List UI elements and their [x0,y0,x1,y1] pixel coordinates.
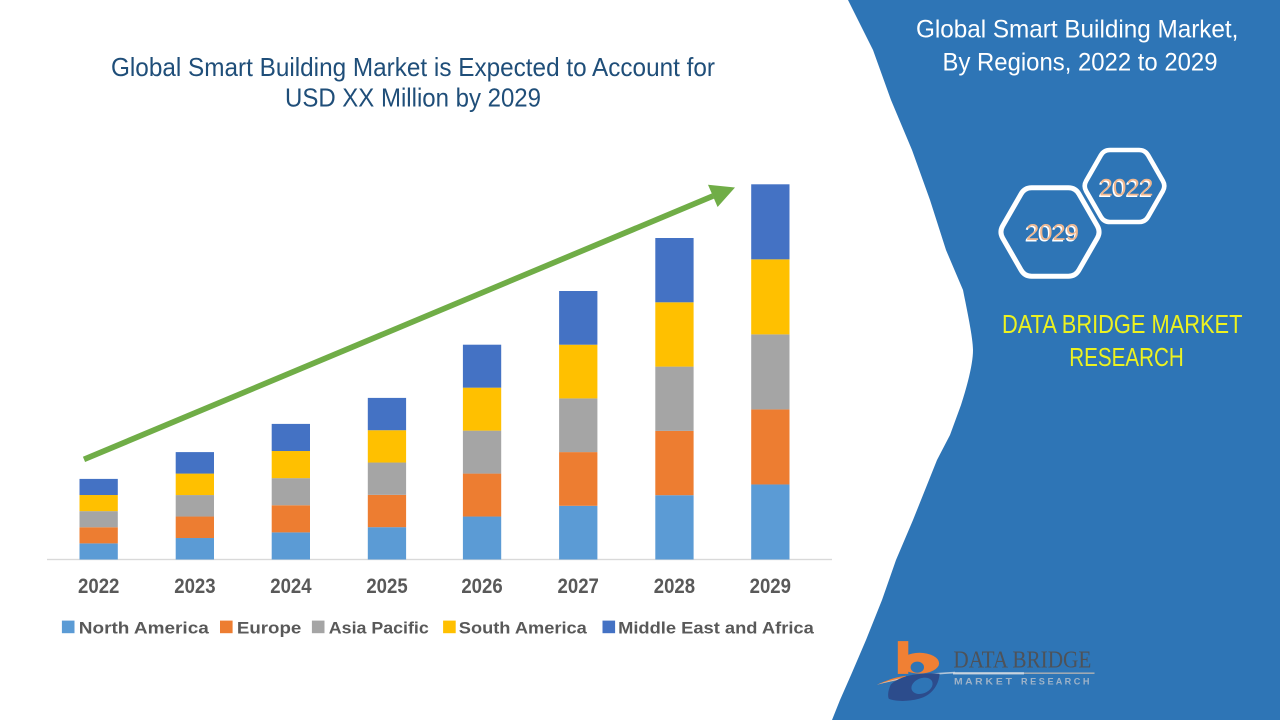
svg-text:USD XX Million by 2029: USD XX Million by 2029 [285,83,541,113]
svg-text:Asia Pacific: Asia Pacific [329,618,429,637]
svg-text:2022: 2022 [1099,175,1153,202]
svg-text:Middle East and Africa: Middle East and Africa [618,618,814,637]
svg-text:2026: 2026 [461,575,502,598]
svg-text:2029: 2029 [1026,219,1079,245]
svg-text:South America: South America [459,618,588,637]
svg-text:M A R K E T: M A R K E T [954,677,1012,688]
svg-text:2022: 2022 [1098,176,1152,203]
svg-text:2023: 2023 [174,575,215,598]
svg-text:2028: 2028 [654,575,696,598]
svg-text:Europe: Europe [237,618,301,637]
svg-text:DATA BRIDGE MARKET: DATA BRIDGE MARKET [1002,309,1243,339]
svg-text:DATA BRIDGE: DATA BRIDGE [953,648,1091,674]
svg-text:Global Smart Building Market,: Global Smart Building Market, [916,16,1239,44]
svg-text:Global Smart Building Market i: Global Smart Building Market is Expected… [111,52,715,82]
svg-text:By Regions, 2022 to 2029: By Regions, 2022 to 2029 [943,48,1218,76]
svg-text:2025: 2025 [366,575,408,598]
svg-text:R E S E A R C H: R E S E A R C H [1021,677,1090,688]
svg-text:2024: 2024 [270,575,312,598]
svg-text:North America: North America [79,618,210,637]
svg-text:2029: 2029 [750,575,791,598]
svg-text:2027: 2027 [558,575,599,598]
svg-text:2029: 2029 [1025,221,1078,247]
svg-text:2022: 2022 [78,575,119,598]
svg-text:RESEARCH: RESEARCH [1069,342,1184,372]
